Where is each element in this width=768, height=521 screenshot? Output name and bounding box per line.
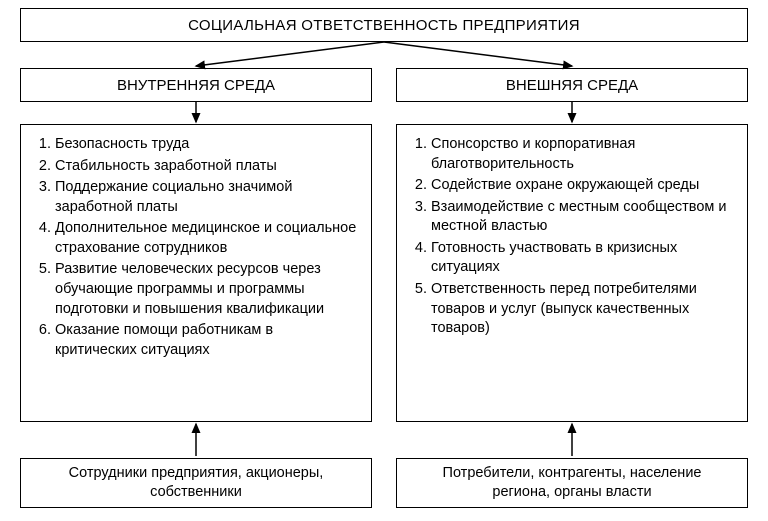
list-item: Содействие охране окружающей среды: [431, 176, 733, 196]
right-list-box: Спонсорство и корпоративная благотворите…: [396, 124, 748, 422]
list-item: Поддержание социально значимой заработно…: [55, 178, 357, 217]
title-box: СОЦИАЛЬНАЯ ОТВЕТСТВЕННОСТЬ ПРЕДПРИЯТИЯ: [20, 8, 748, 42]
arrow: [384, 42, 572, 66]
list-item: Готовность участвовать в кризисных ситуа…: [431, 239, 733, 278]
right-footer-box: Потребители, контрагенты, население реги…: [396, 458, 748, 508]
left-list-box: Безопасность трудаСтабильность заработно…: [20, 124, 372, 422]
list-item: Безопасность труда: [55, 135, 357, 155]
left-footer-text: Сотрудники предприятия, акционеры, собст…: [41, 464, 351, 502]
list-item: Взаимодействие с местным сообществом и м…: [431, 198, 733, 237]
right-header-box: ВНЕШНЯЯ СРЕДА: [396, 68, 748, 102]
right-header-text: ВНЕШНЯЯ СРЕДА: [506, 77, 638, 94]
left-header-text: ВНУТРЕННЯЯ СРЕДА: [117, 77, 275, 94]
left-list: Безопасность трудаСтабильность заработно…: [29, 135, 357, 360]
list-item: Стабильность заработной платы: [55, 157, 357, 177]
list-item: Ответственность перед потребителями това…: [431, 280, 733, 339]
list-item: Оказание помощи работникам в критических…: [55, 321, 357, 360]
title-text: СОЦИАЛЬНАЯ ОТВЕТСТВЕННОСТЬ ПРЕДПРИЯТИЯ: [188, 17, 580, 34]
right-footer-text: Потребители, контрагенты, население реги…: [415, 464, 729, 502]
list-item: Развитие человеческих ресурсов через обу…: [55, 260, 357, 319]
left-header-box: ВНУТРЕННЯЯ СРЕДА: [20, 68, 372, 102]
arrow: [196, 42, 384, 66]
right-list: Спонсорство и корпоративная благотворите…: [405, 135, 733, 339]
left-footer-box: Сотрудники предприятия, акционеры, собст…: [20, 458, 372, 508]
list-item: Дополнительное медицинское и социальное …: [55, 219, 357, 258]
list-item: Спонсорство и корпоративная благотворите…: [431, 135, 733, 174]
